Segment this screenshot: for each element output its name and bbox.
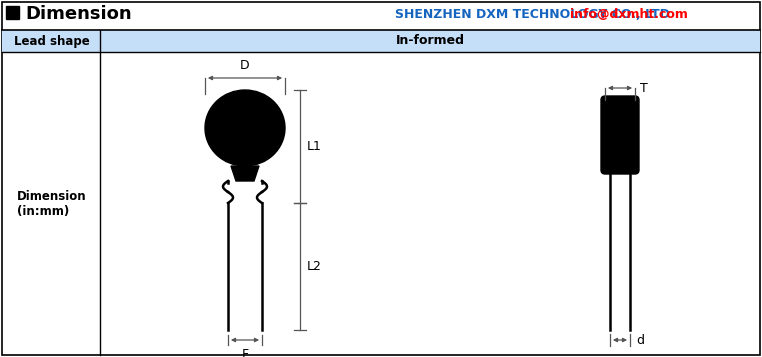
Text: In-formed: In-formed	[395, 35, 465, 47]
Text: L1: L1	[307, 140, 322, 153]
Text: D: D	[240, 59, 250, 72]
Text: SHENZHEN DXM TECHNOLOGY CO., LTD: SHENZHEN DXM TECHNOLOGY CO., LTD	[395, 7, 670, 20]
FancyBboxPatch shape	[601, 96, 639, 174]
Ellipse shape	[205, 90, 285, 166]
Text: Dimension: Dimension	[25, 5, 132, 23]
Text: d: d	[636, 333, 644, 347]
Text: info@dxmht.com: info@dxmht.com	[570, 7, 687, 20]
Text: F: F	[242, 348, 248, 357]
Polygon shape	[231, 166, 259, 181]
Text: Dimension
(in:mm): Dimension (in:mm)	[18, 190, 87, 217]
Text: T: T	[640, 81, 648, 95]
Text: Lead shape: Lead shape	[14, 35, 90, 47]
Text: L2: L2	[307, 260, 322, 273]
Bar	[6, 6, 19, 19]
Bar	[2, 30, 760, 52]
